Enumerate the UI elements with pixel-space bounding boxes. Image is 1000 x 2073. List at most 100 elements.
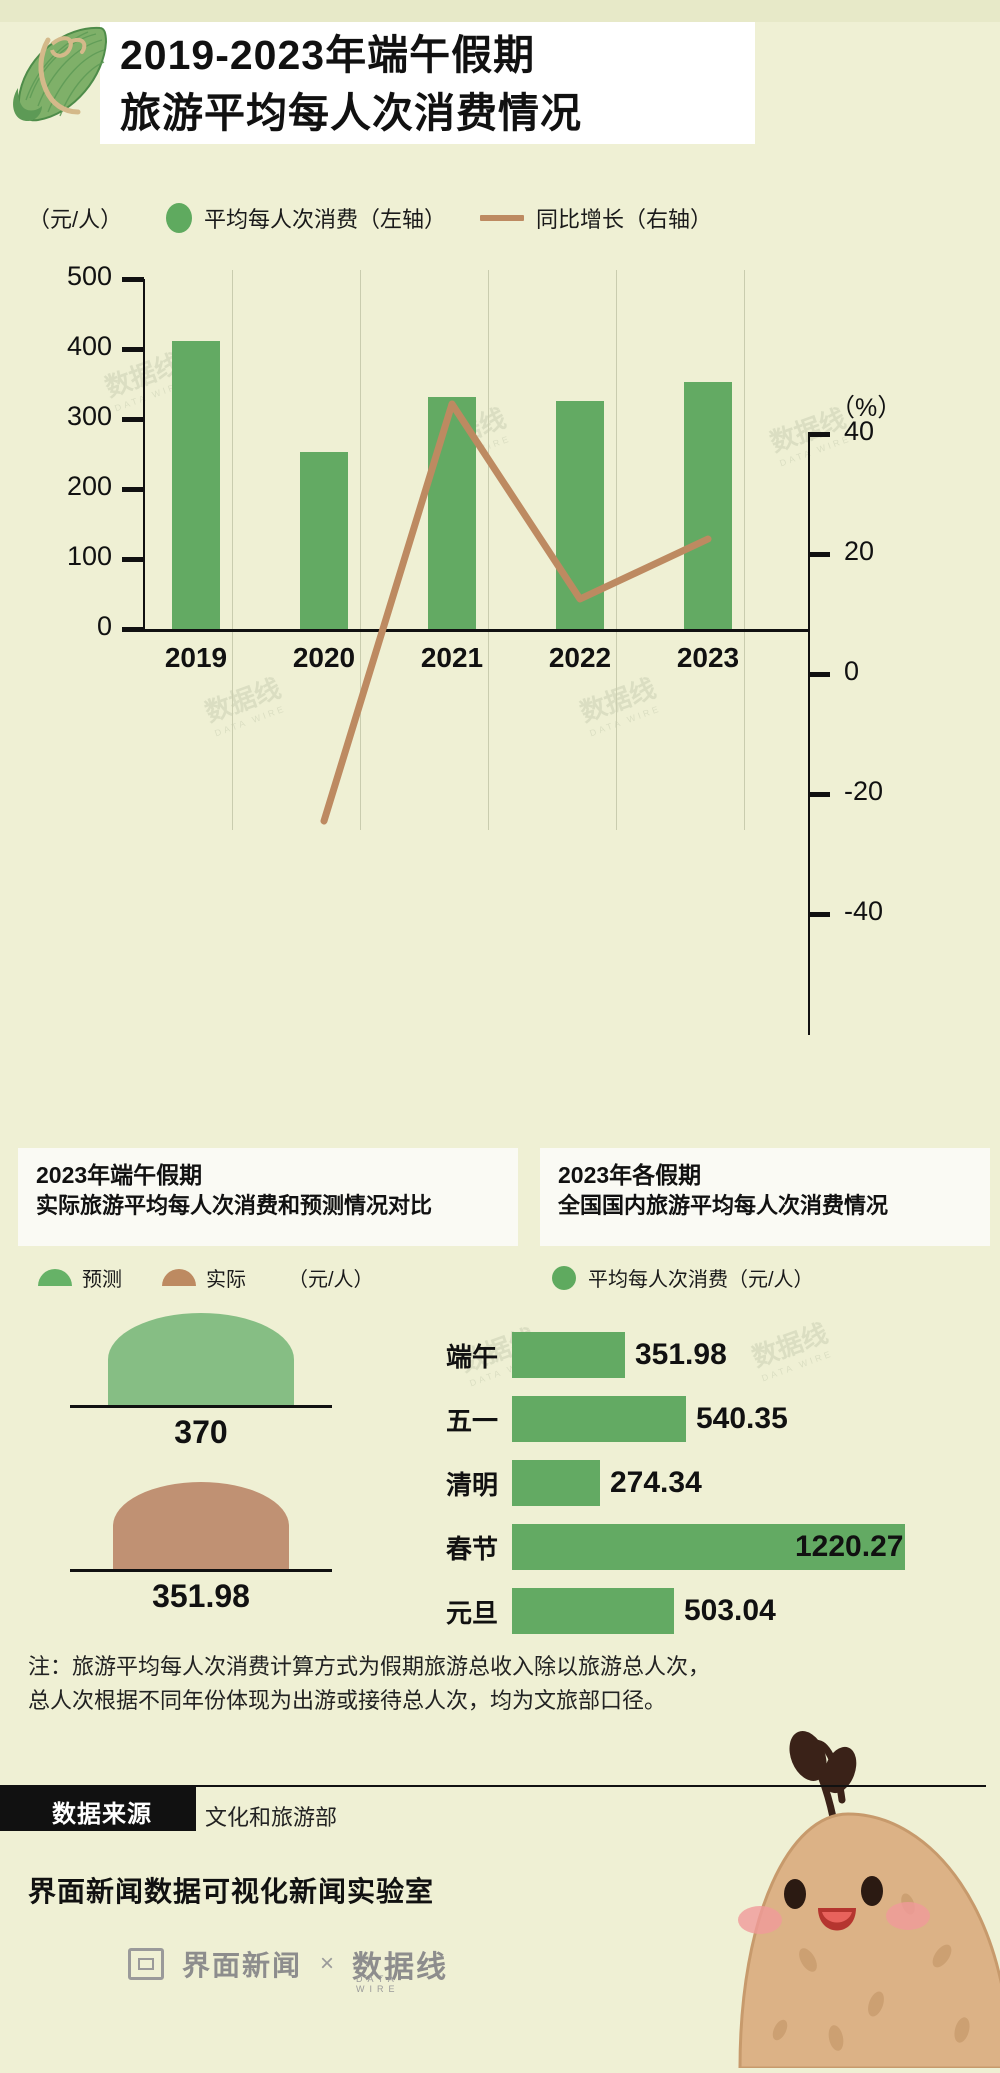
panel-left-unit-label: （元/人） — [288, 1269, 374, 1291]
x-axis-tick-label: 2019 — [164, 642, 228, 673]
y2-axis-tick-label: 0 — [844, 656, 860, 686]
y2-axis-tick-label: 40 — [844, 416, 875, 446]
right-axis-unit-label: （%） — [830, 394, 903, 422]
value-actual: 351.98 — [152, 1578, 250, 1614]
hbar-row-wuyi: 五一 540.35 — [420, 1394, 788, 1444]
gridline — [488, 270, 489, 830]
hbar-label: 元旦 — [445, 1597, 498, 1628]
circle-marker-icon — [166, 203, 192, 233]
legend-label-avg-consumption: 平均每人次消费（元/人） — [588, 1269, 814, 1291]
y2-tick — [808, 432, 830, 437]
brand-datawire: 数据线 DATA WIRE — [352, 1942, 449, 1994]
source-value: 文化和旅游部 — [205, 1805, 338, 1830]
x-axis-line — [143, 629, 808, 632]
hbar-label: 清明 — [445, 1469, 498, 1500]
footnote-line2: 总人次根据不同年份体现为出游或接待总人次，均为文旅部口径。 — [28, 1688, 667, 1714]
y-axis-tick-label: 300 — [66, 401, 112, 431]
hbar-value: 351.98 — [635, 1338, 727, 1371]
panel-right-legend: 平均每人次消费（元/人） — [552, 1263, 814, 1292]
growth-line-series — [320, 400, 712, 825]
source-tag-label: 数据来源 — [52, 1801, 152, 1828]
y-tick — [122, 487, 144, 492]
header-card — [100, 22, 755, 144]
y2-tick — [808, 552, 830, 557]
brand-row: 界面新闻 × 数据线 DATA WIRE — [128, 1942, 449, 1994]
zongzi-leaf-icon — [8, 20, 118, 130]
chart-legend: （元/人） 平均每人次消费（左轴） 同比增长（右轴） — [28, 198, 988, 238]
bar-2023 — [684, 382, 732, 630]
panel-left-legend: 预测 实际 （元/人） — [38, 1263, 374, 1292]
hbar-label: 春节 — [445, 1533, 498, 1564]
legend-item-consumption: 平均每人次消费（左轴） — [166, 202, 446, 234]
y-tick — [122, 277, 144, 282]
y-axis-tick-label: 200 — [66, 471, 112, 501]
hbar-label: 五一 — [445, 1405, 498, 1436]
right-axis-line — [808, 435, 810, 1035]
page-title-line1: 2019-2023年端午假期 — [120, 32, 536, 78]
hbar-fill — [512, 1588, 674, 1634]
hbar-value: 274.34 — [610, 1466, 702, 1499]
hbar-fill — [512, 1332, 625, 1378]
page-title: 2019-2023年端午假期 旅游平均每人次消费情况 — [120, 26, 760, 142]
y2-tick — [808, 792, 830, 797]
y2-tick — [808, 672, 830, 677]
hbar-fill — [512, 1396, 686, 1442]
hbar-value: 1220.27 — [795, 1530, 904, 1563]
semicircle-actual — [113, 1482, 289, 1570]
page-title-line2: 旅游平均每人次消费情况 — [120, 90, 582, 137]
panel-left-title: 2023年端午假期 — [36, 1162, 203, 1188]
source-tag: 数据来源 — [0, 1785, 196, 1831]
footnote: 注：旅游平均每人次消费计算方式为假期旅游总收入除以旅游总人次， 总人次根据不同年… — [28, 1650, 958, 1718]
hbar-fill — [512, 1460, 600, 1506]
hbar-row-qingming: 清明 274.34 — [420, 1458, 702, 1508]
brand-datawire-sub: DATA WIRE — [356, 1974, 400, 1994]
y-tick — [122, 557, 144, 562]
brand-datawire-text: 数据线 — [352, 1951, 449, 1984]
dome-marker-forecast-icon — [38, 1269, 72, 1286]
y2-axis-tick-label: -20 — [844, 776, 884, 806]
baseline-forecast — [70, 1405, 332, 1408]
x-axis-tick-label: 2021 — [420, 642, 484, 673]
lab-name: 界面新闻数据可视化新闻实验室 — [28, 1876, 435, 1907]
panel-right-title: 2023年各假期 — [558, 1162, 702, 1188]
y-tick — [122, 417, 144, 422]
panel-left-header: 2023年端午假期 实际旅游平均每人次消费和预测情况对比 — [18, 1148, 518, 1246]
legend-item-growth: 同比增长（右轴） — [446, 202, 712, 234]
left-axis-unit-label: （元/人） — [28, 207, 123, 232]
gridline — [360, 270, 361, 830]
legend-label-growth: 同比增长（右轴） — [536, 207, 713, 232]
panel-right-subtitle: 全国国内旅游平均每人次消费情况 — [558, 1193, 889, 1219]
y-tick — [122, 627, 144, 632]
hbar-value: 540.35 — [696, 1402, 788, 1435]
left-axis-line — [143, 279, 145, 631]
dome-marker-actual-icon — [162, 1269, 196, 1286]
gridline — [232, 270, 233, 830]
bar-2019 — [172, 341, 220, 630]
x-axis-tick-label: 2020 — [292, 642, 356, 673]
hbar-value: 503.04 — [684, 1594, 776, 1627]
hbar-fill — [512, 1524, 905, 1570]
y2-tick — [808, 912, 830, 917]
x-axis-tick-label: 2022 — [548, 642, 612, 673]
gridline — [616, 270, 617, 830]
hbar-row-yuandan: 元旦 503.04 — [420, 1586, 776, 1636]
bar-2020 — [300, 452, 348, 630]
circle-marker-icon — [552, 1265, 576, 1290]
hbar-row-duanwu: 端午 351.98 — [420, 1330, 727, 1380]
jiemian-logo-icon — [128, 1948, 164, 1980]
baseline-actual — [70, 1569, 332, 1572]
gridline — [744, 270, 745, 830]
brand-separator: × — [320, 1950, 335, 1977]
top-band — [0, 0, 1000, 22]
x-axis-tick-label: 2023 — [676, 642, 740, 673]
y-axis-tick-label: 400 — [66, 331, 112, 361]
legend-label-actual: 实际 — [206, 1269, 246, 1291]
bar-2021 — [428, 397, 476, 630]
brand-jiemian: 界面新闻 — [182, 1950, 303, 1981]
y-axis-tick-label: 100 — [66, 541, 112, 571]
legend-label-consumption: 平均每人次消费（左轴） — [204, 207, 447, 232]
hbar-label: 端午 — [445, 1341, 498, 1372]
